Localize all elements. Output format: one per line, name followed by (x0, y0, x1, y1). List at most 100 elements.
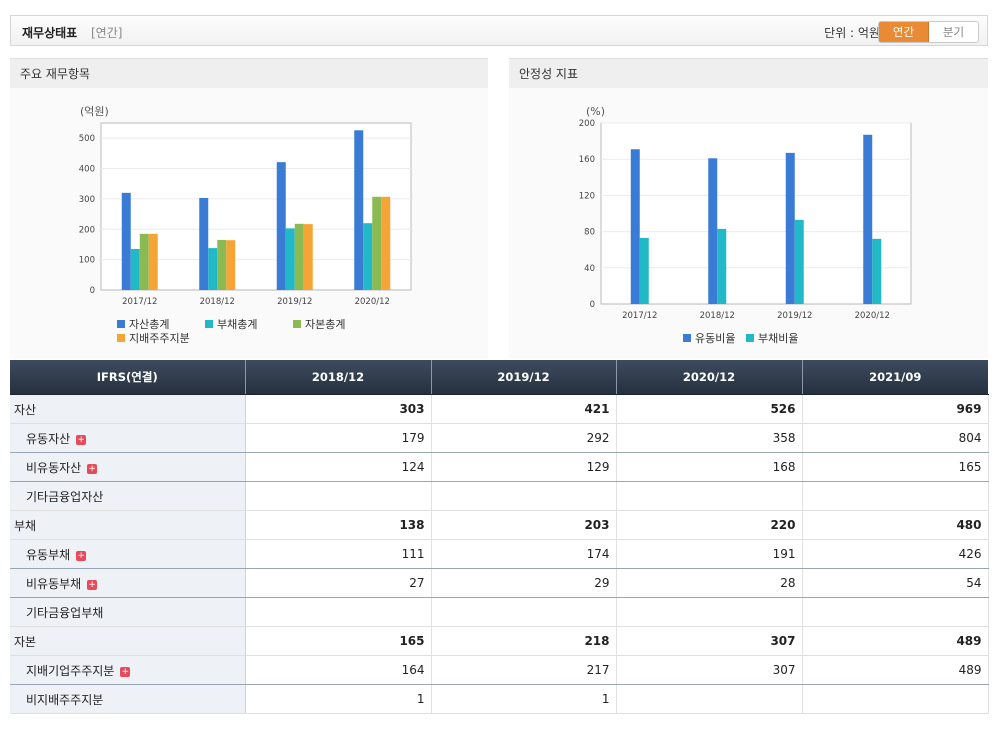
table-row: 기타금융업부채 (10, 597, 989, 627)
row-label-text: 지배기업주주지분 (26, 663, 115, 678)
stability-panel: 안정성 지표 (%) 0 40 80 120 160 200 2017/12 2018/12 20… (509, 58, 988, 358)
x-tick-label: 2018/12 (200, 297, 235, 307)
y-tick-label: 400 (79, 165, 95, 175)
table-cell (245, 481, 432, 511)
table-cell: 421 (431, 394, 617, 424)
key-financials-panel: 주요 재무항목 (억원) 0 100 200 300 400 500 2017/12 2018/… (10, 58, 488, 358)
row-label-text: 부채 (14, 518, 37, 533)
table-cell: 489 (802, 655, 989, 685)
row-label: 기타금융업부채 (10, 597, 246, 627)
row-label: 비유동부채 + (10, 568, 246, 598)
legend-swatch (683, 334, 691, 342)
table-cell (802, 684, 989, 714)
period-toggle[interactable]: 연간 분기 (878, 21, 979, 43)
y-tick-label: 80 (584, 228, 595, 238)
legend-swatch (117, 334, 125, 342)
row-label-text: 자본 (14, 634, 37, 649)
table-cell: 220 (616, 510, 803, 540)
legend-swatch (293, 320, 301, 328)
legend-label: 자본총계 (305, 318, 345, 331)
unit-label: 단위 : 억원 (824, 26, 880, 40)
table-cell (802, 481, 989, 511)
bar (130, 249, 140, 290)
section-header: 재무상태표 [연간] 단위 : 억원 연간 분기 (10, 15, 988, 46)
stability-chart: (%) 0 40 80 120 160 200 2017/12 2018/12 2019/12 20… (579, 105, 912, 345)
row-label: 기타금융업자산 (10, 481, 246, 511)
table-cell: 1 (245, 684, 432, 714)
expand-plus-icon[interactable]: + (120, 666, 131, 677)
legend-label: 유동비율 (695, 332, 735, 345)
panel-title: 안정성 지표 (509, 58, 988, 88)
table-cell: 489 (802, 626, 989, 656)
table-cell: 1 (431, 684, 617, 714)
table-cell: 165 (245, 626, 432, 656)
table-row: 기타금융업자산 (10, 481, 989, 511)
table-row: 유동자산 +179 292 358 804 (10, 423, 989, 453)
bar (217, 239, 227, 290)
table-cell: 480 (802, 510, 989, 540)
column-header-period: 2021/09 (802, 360, 988, 395)
row-label-text: 비유동부채 (26, 576, 82, 591)
bar (863, 134, 873, 304)
row-label-text: 유동자산 (26, 431, 71, 446)
legend-label: 부채비율 (758, 332, 798, 345)
bar (639, 237, 649, 304)
expand-plus-icon[interactable]: + (76, 434, 87, 445)
row-label: 유동자산 + (10, 423, 246, 453)
column-header-period: 2018/12 (245, 360, 432, 395)
table-cell (616, 481, 803, 511)
row-label-text: 자산 (14, 402, 37, 417)
bar (121, 192, 131, 290)
bar (372, 196, 382, 290)
table-cell: 129 (431, 452, 617, 482)
table-cell: 358 (616, 423, 803, 453)
row-label: 자본 (10, 626, 246, 656)
legend-swatch (205, 320, 213, 328)
bar (285, 228, 295, 290)
table-row: 유동부채 +111 174 191 426 (10, 539, 989, 569)
table-cell (431, 481, 617, 511)
row-label: 자산 (10, 394, 246, 424)
bar (717, 228, 727, 304)
y-tick-label: 100 (79, 256, 95, 266)
row-label-text: 비지배주주지분 (26, 692, 104, 707)
legend-swatch (117, 320, 125, 328)
x-tick-label: 2019/12 (777, 311, 812, 321)
row-label: 유동부채 + (10, 539, 246, 569)
section-period: [연간] (91, 26, 123, 40)
bar (794, 219, 804, 304)
column-header-period: 2019/12 (431, 360, 617, 395)
y-tick-label: 500 (79, 134, 95, 144)
table-cell: 292 (431, 423, 617, 453)
bar (785, 152, 795, 304)
table-cell: 426 (802, 539, 989, 569)
table-row: 지배기업주주지분 +164 217 307 489 (10, 655, 989, 685)
row-label: 비유동자산 + (10, 452, 246, 482)
expand-plus-icon[interactable]: + (87, 463, 98, 474)
table-cell: 303 (245, 394, 432, 424)
expand-plus-icon[interactable]: + (76, 550, 87, 561)
row-label-text: 유동부채 (26, 547, 71, 562)
table-cell: 168 (616, 452, 803, 482)
table-row: 자본 165 218 307 489 (10, 626, 989, 656)
table-cell: 165 (802, 452, 989, 482)
y-tick-label: 120 (579, 191, 595, 201)
table-cell: 29 (431, 568, 617, 598)
column-header-period: 2020/12 (616, 360, 803, 395)
bar (276, 162, 286, 290)
table-cell (431, 597, 617, 627)
key-financials-chart: (억원) 0 100 200 300 400 500 2017/12 2018/12 2019/1… (79, 105, 412, 345)
bar (872, 238, 882, 304)
quarterly-button[interactable]: 분기 (929, 22, 978, 42)
x-tick-label: 2020/12 (855, 311, 890, 321)
table-cell: 179 (245, 423, 432, 453)
bar (708, 158, 718, 304)
legend-swatch (746, 334, 754, 342)
table-cell: 804 (802, 423, 989, 453)
table-cell: 124 (245, 452, 432, 482)
x-tick-label: 2018/12 (700, 311, 735, 321)
annual-button[interactable]: 연간 (879, 22, 929, 42)
bar (363, 223, 373, 290)
expand-plus-icon[interactable]: + (87, 579, 98, 590)
legend-label: 자산총계 (129, 318, 169, 331)
